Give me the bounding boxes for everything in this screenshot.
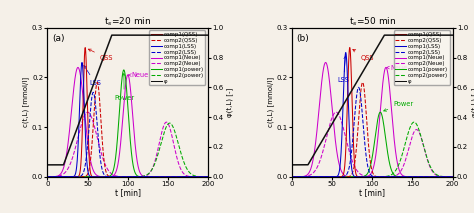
Legend: comp1(QSS), comp2(QSS), comp1(LSS), comp2(LSS), comp1(Neue), comp2(Neue), comp1(: comp1(QSS), comp2(QSS), comp1(LSS), comp… — [149, 30, 205, 85]
Title: t$_s$=50 min: t$_s$=50 min — [348, 15, 396, 28]
Text: Neue: Neue — [387, 65, 407, 71]
X-axis label: t [min]: t [min] — [115, 188, 141, 197]
Y-axis label: c(t,L) [mmol/l]: c(t,L) [mmol/l] — [22, 77, 29, 127]
Text: Neue: Neue — [128, 72, 148, 78]
Text: Power: Power — [114, 73, 134, 101]
X-axis label: t [min]: t [min] — [359, 188, 385, 197]
Text: Power: Power — [383, 101, 413, 111]
Text: (a): (a) — [52, 34, 65, 43]
Text: (b): (b) — [297, 34, 310, 43]
Text: LSS: LSS — [84, 65, 101, 86]
Text: LSS: LSS — [337, 56, 349, 83]
Text: QSS: QSS — [88, 49, 113, 61]
Y-axis label: c(t,L) [mmol/l]: c(t,L) [mmol/l] — [267, 77, 273, 127]
Text: QSS: QSS — [353, 49, 374, 61]
Y-axis label: φ(t,L) [-]: φ(t,L) [-] — [471, 88, 474, 117]
Y-axis label: φ(t,L) [-]: φ(t,L) [-] — [227, 88, 233, 117]
Title: t$_s$=20 min: t$_s$=20 min — [104, 15, 152, 28]
Legend: comp1(QSS), comp2(QSS), comp1(LSS), comp2(LSS), comp1(Neue), comp2(Neue), comp1(: comp1(QSS), comp2(QSS), comp1(LSS), comp… — [393, 30, 450, 85]
